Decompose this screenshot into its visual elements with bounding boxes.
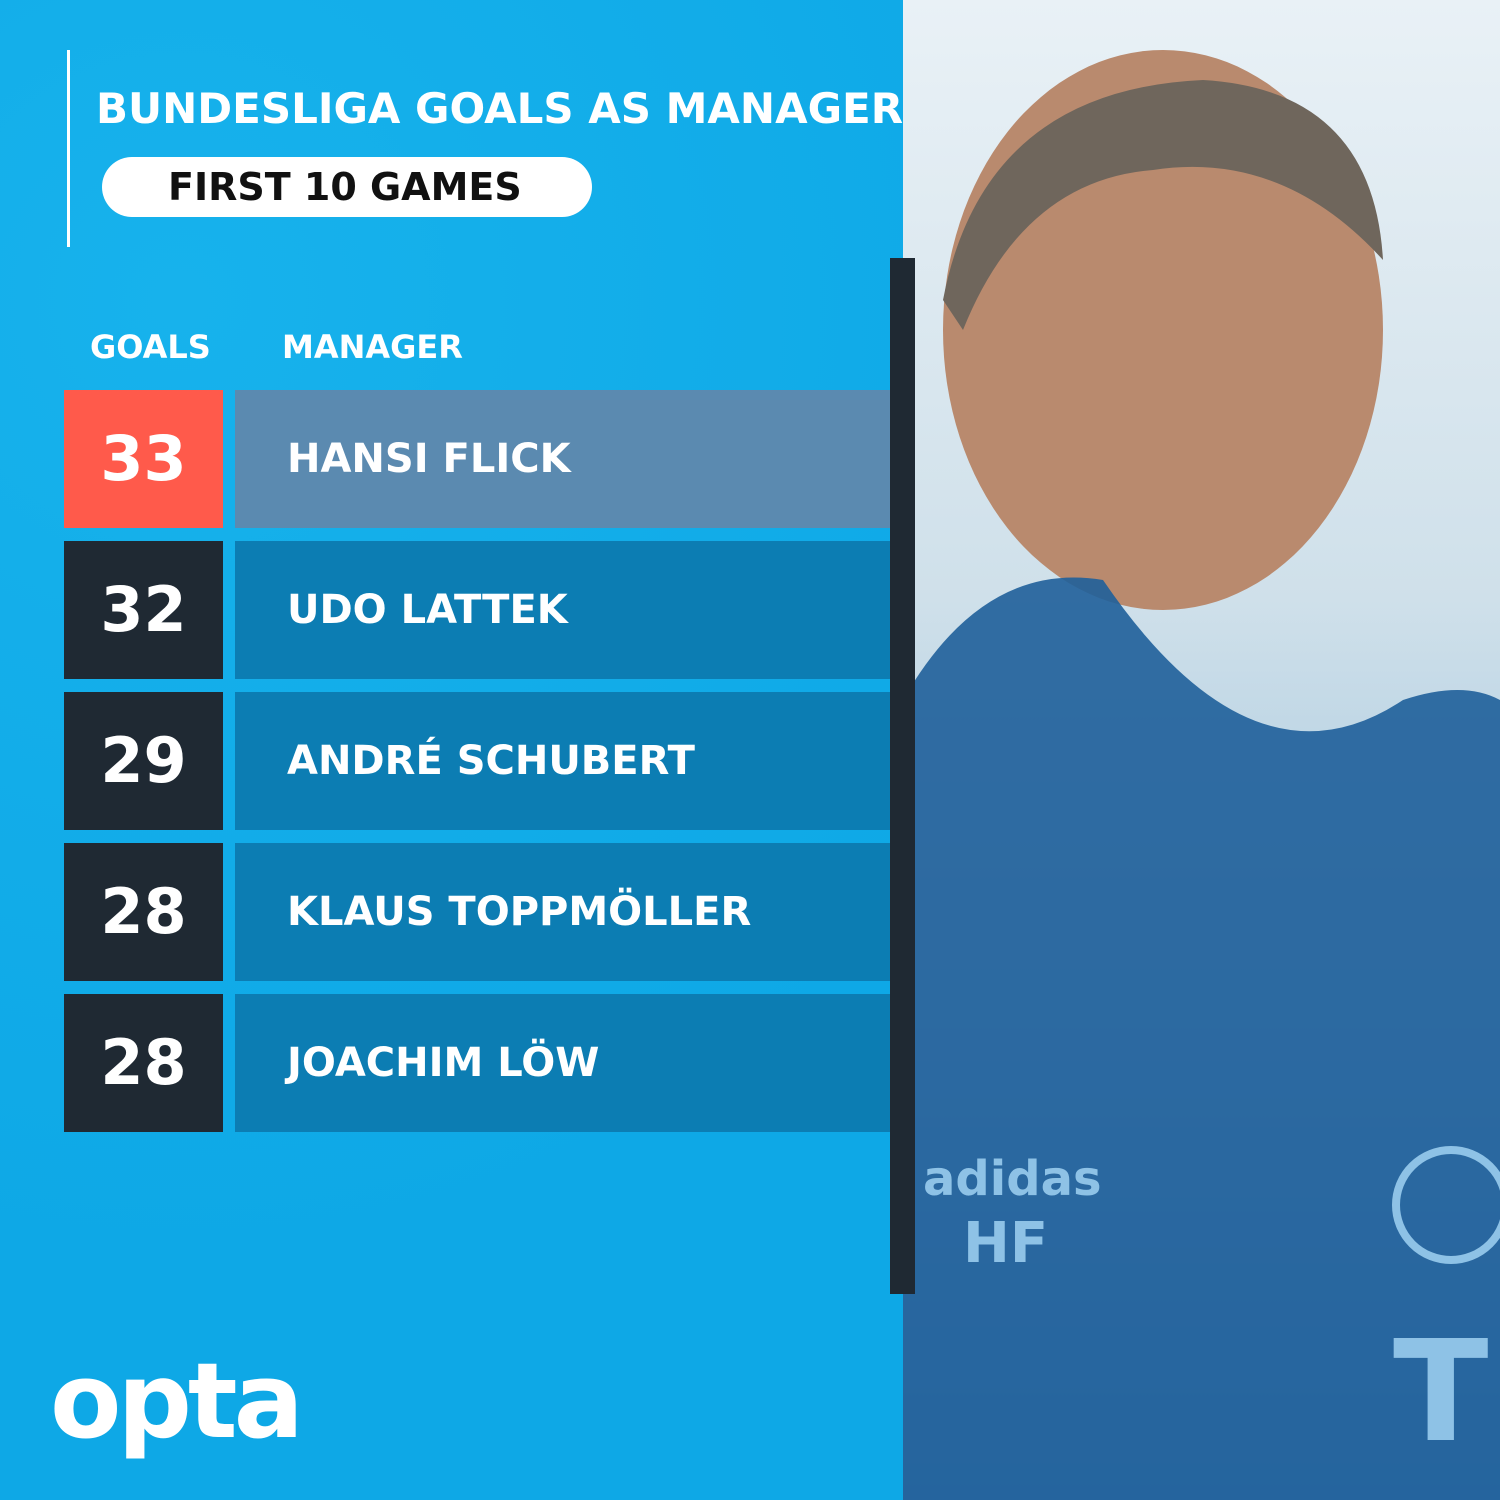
table-row: 28 JOACHIM LÖW	[64, 994, 890, 1132]
hair	[943, 80, 1383, 330]
column-header-manager: MANAGER	[282, 328, 463, 366]
opta-logo: opta	[50, 1340, 304, 1462]
chart-title: BUNDESLIGA GOALS AS MANAGER	[96, 84, 904, 133]
club-crest	[1392, 1146, 1500, 1264]
goals-cell: 32	[64, 541, 223, 679]
divider-bar	[890, 258, 915, 1294]
table-row: 28 KLAUS TOPPMÖLLER	[64, 843, 890, 981]
photo-illustration: adidas HF T	[903, 50, 1500, 1500]
manager-photo: adidas HF T	[903, 0, 1500, 1500]
column-header-goals: GOALS	[90, 328, 211, 366]
goals-cell: 28	[64, 994, 223, 1132]
manager-cell: HANSI FLICK	[235, 390, 890, 528]
manager-cell: KLAUS TOPPMÖLLER	[235, 843, 890, 981]
goals-cell: 33	[64, 390, 223, 528]
table-row: 29 ANDRÉ SCHUBERT	[64, 692, 890, 830]
jacket-brand: adidas	[923, 1151, 1102, 1207]
subtitle-pill: FIRST 10 GAMES	[102, 157, 592, 217]
jacket	[903, 577, 1500, 1500]
manager-cell: UDO LATTEK	[235, 541, 890, 679]
goals-cell: 29	[64, 692, 223, 830]
manager-cell: ANDRÉ SCHUBERT	[235, 692, 890, 830]
manager-cell: JOACHIM LÖW	[235, 994, 890, 1132]
goals-cell: 28	[64, 843, 223, 981]
sponsor-logo: T	[1393, 1311, 1489, 1474]
table-row: 33 HANSI FLICK	[64, 390, 890, 528]
title-divider	[67, 50, 70, 247]
jacket-initials: HF	[963, 1211, 1048, 1276]
table-row: 32 UDO LATTEK	[64, 541, 890, 679]
